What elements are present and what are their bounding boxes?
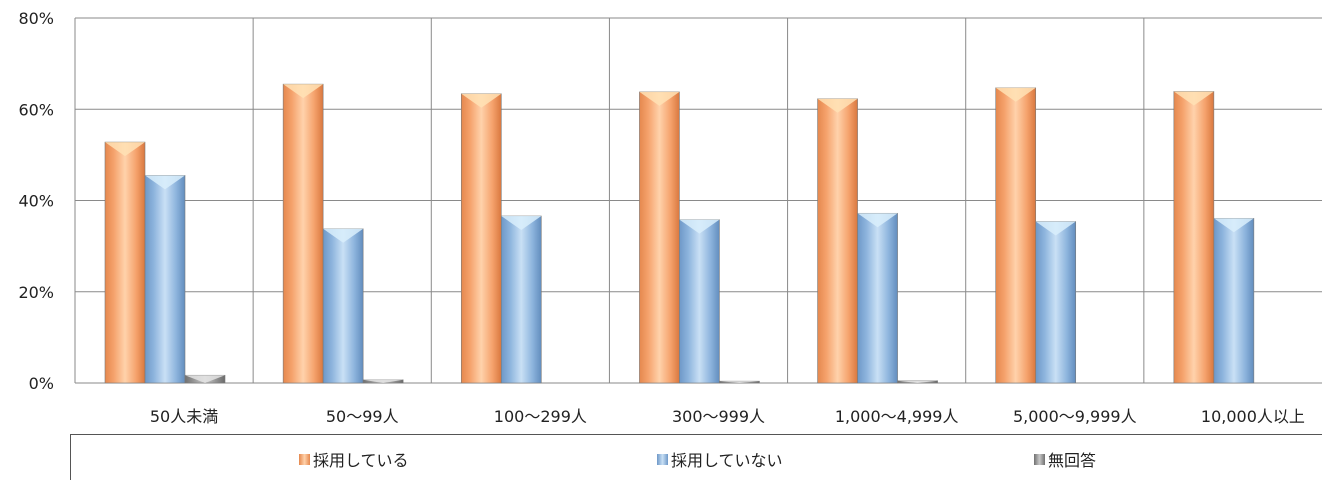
bar [104,141,146,384]
legend-item-no-answer: 無回答 [1034,449,1097,470]
bar-cap [1173,91,1214,106]
bar [995,87,1037,384]
bar-cap [995,87,1036,102]
bar-body [1173,91,1215,384]
x-tick-label: 50～99人 [326,407,399,426]
bar-body [322,228,364,384]
bar [500,215,542,384]
bar [639,91,680,384]
bar-cap [363,379,404,383]
legend: 採用している 採用していない 無回答 [70,434,1322,480]
bar-cap [679,219,720,234]
bar [460,93,502,384]
bar [362,379,404,384]
bars [104,83,1255,384]
bar [282,83,324,384]
bar-cap [1035,221,1076,236]
bar-body [144,175,186,384]
bar-body [857,212,898,384]
bar-body [1035,221,1077,384]
bar [144,175,186,384]
bar [1173,91,1215,384]
bar-cap [283,84,324,99]
x-tick-label: 5,000～9,999人 [1013,407,1137,426]
gridlines [74,17,1322,384]
bar-body [995,87,1037,384]
y-tick-label: 80% [18,9,54,28]
bar-cap [185,375,225,383]
bar [817,98,858,384]
bar-body [817,98,858,384]
bar [1035,221,1077,384]
bar [857,212,898,384]
legend-label-adopting: 採用している [313,451,409,470]
legend-label-no-answer: 無回答 [1048,451,1097,470]
bar-body [1213,217,1255,384]
y-axis-ticks: 0% 20% 40% 60% 80% [18,9,54,393]
bar [679,219,720,384]
legend-swatch-no-answer [1034,453,1045,465]
legend-item-not-adopting: 採用していない [657,449,783,470]
legend-label-not-adopting: 採用していない [671,451,783,470]
bar-cap [461,93,502,108]
bar-cap [719,381,760,383]
x-tick-label: 10,000人以上 [1201,407,1305,426]
x-axis-categories: 50人未満 50～99人 100～299人 300～999人 1,000～4,999人 5… [150,407,1305,426]
legend-swatch-not-adopting [657,453,668,465]
bar-cap [323,228,364,243]
bar-cap [501,216,542,231]
bar-body [500,215,542,384]
y-tick-label: 60% [18,100,54,119]
bar [897,380,938,384]
bar-cap [105,142,145,157]
bar-body [104,141,146,384]
bar-cap [145,175,185,190]
x-tick-label: 50人未満 [150,407,218,426]
bar-body [460,93,502,384]
bar [719,380,760,384]
y-tick-label: 0% [29,374,54,393]
bar [1213,217,1255,384]
bar-cap [639,91,680,106]
bar-body [679,219,720,384]
bar-body [282,83,324,384]
bar-body [639,91,680,384]
bar-cap [857,213,898,228]
bar-cap [897,380,938,383]
x-tick-label: 300～999人 [672,407,765,426]
x-tick-label: 100～299人 [494,407,587,426]
bar [184,374,226,384]
y-tick-label: 40% [18,192,54,211]
legend-item-adopting: 採用している [299,449,409,470]
legend-swatch-adopting [299,453,310,465]
bar-cap [1213,218,1254,233]
bar-cap [817,98,858,113]
x-tick-label: 1,000～4,999人 [835,407,959,426]
y-tick-label: 20% [18,283,54,302]
bar [322,228,364,384]
bar-chart: 0% 20% 40% 60% 80% 50人未満 50～99人 100～299人 300～99… [18,9,1322,426]
